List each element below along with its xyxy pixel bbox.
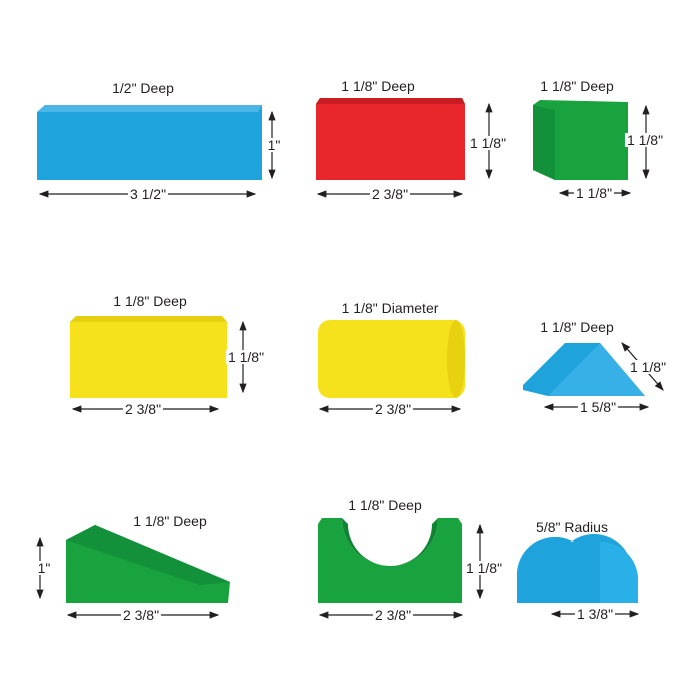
yellow-cylinder-shape — [318, 320, 465, 398]
blue-triangle-side: 1 1/8" — [627, 359, 669, 375]
long-blue-board-title: 1/2" Deep — [112, 80, 174, 96]
green-cube-width: 1 1/8" — [573, 185, 615, 201]
green-cube-height: 1 1/8" — [624, 132, 666, 148]
red-rectangle-height: 1 1/8" — [467, 135, 509, 151]
long-blue-board-height: 1" — [265, 137, 283, 153]
green-arch-height: 1 1/8" — [463, 560, 505, 576]
red-rectangle-width: 2 3/8" — [369, 186, 411, 202]
long-blue-board-width: 3 1/2" — [127, 186, 169, 202]
yellow-cylinder-title: 1 1/8" Diameter — [341, 300, 439, 316]
green-ramp-shape — [66, 525, 230, 603]
blue-triangle-width: 1 5/8" — [577, 399, 619, 415]
green-ramp-width: 2 3/8" — [120, 607, 162, 623]
blue-half-cylinder-shape — [516, 534, 638, 603]
blue-half-cylinder-title: 5/8" Radius — [536, 519, 608, 535]
blue-triangle-shape — [523, 343, 645, 396]
yellow-cylinder-width: 2 3/8" — [372, 401, 414, 417]
blue-half-cylinder-width: 1 3/8" — [574, 606, 616, 622]
yellow-rectangle-width: 2 3/8" — [122, 401, 164, 417]
yellow-rectangle-shape — [70, 316, 227, 398]
yellow-rectangle-height: 1 1/8" — [225, 349, 267, 365]
red-rectangle-shape — [316, 98, 465, 180]
green-arch-shape — [318, 518, 462, 603]
blue-triangle-title: 1 1/8" Deep — [540, 319, 614, 335]
green-arch-title: 1 1/8" Deep — [348, 497, 422, 513]
green-cube-shape — [533, 100, 628, 180]
yellow-rectangle-title: 1 1/8" Deep — [113, 293, 187, 309]
green-ramp-height: 1" — [35, 560, 53, 576]
green-cube-title: 1 1/8" Deep — [540, 78, 614, 94]
red-rectangle-title: 1 1/8" Deep — [341, 78, 415, 94]
green-arch-width: 2 3/8" — [372, 607, 414, 623]
long-blue-board-shape — [37, 105, 262, 180]
green-ramp-title: 1 1/8" Deep — [133, 513, 207, 529]
